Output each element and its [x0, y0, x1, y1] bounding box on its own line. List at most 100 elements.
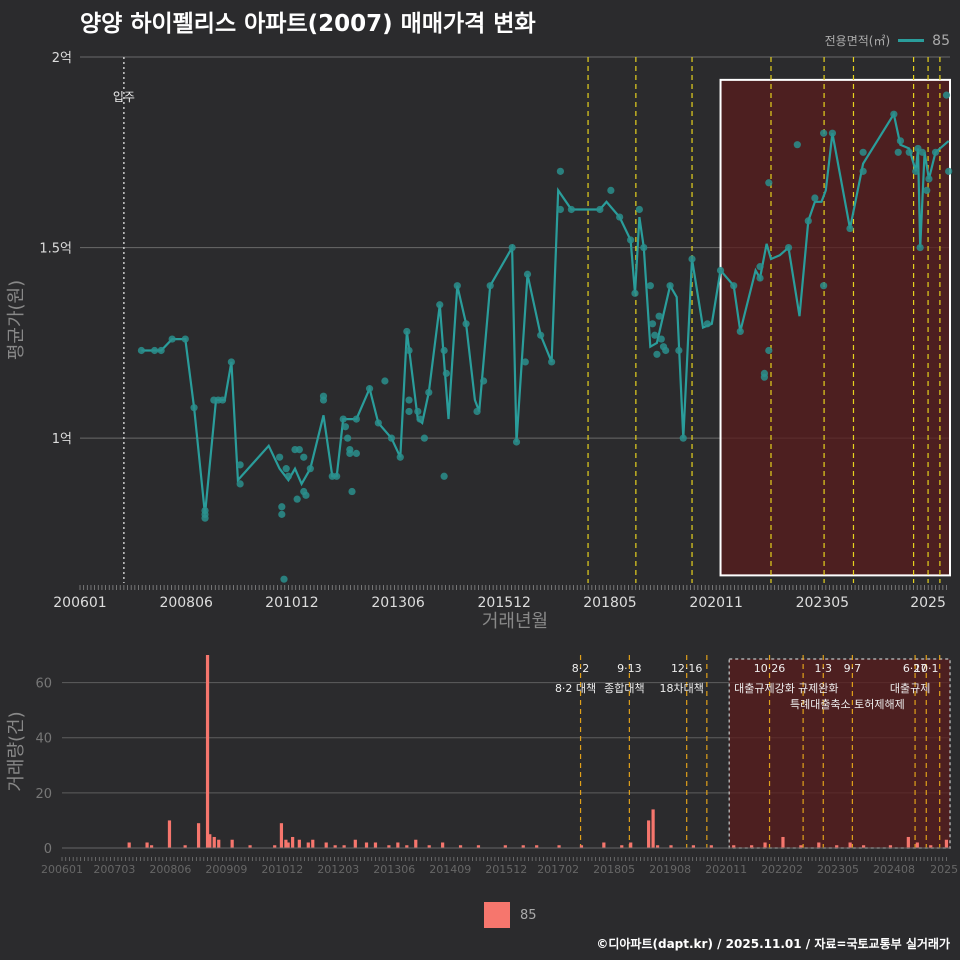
- price-point: [405, 407, 413, 416]
- price-point: [942, 91, 951, 99]
- price-point: [157, 346, 165, 355]
- price-point: [925, 175, 933, 183]
- price-point: [425, 388, 433, 397]
- event-label: 대출규제강화: [734, 682, 795, 695]
- price-point: [765, 346, 773, 355]
- price-point: [931, 148, 940, 156]
- price-point: [760, 373, 769, 381]
- price-point: [859, 167, 867, 175]
- price-point: [756, 274, 764, 282]
- volume-bar: [127, 842, 131, 848]
- volume-legend: 85: [484, 902, 537, 928]
- price-point: [688, 255, 696, 263]
- volume-bar: [212, 836, 216, 848]
- volume-bar: [521, 845, 525, 848]
- volume-x-tick-label: 202202: [761, 863, 803, 876]
- volume-bar: [848, 842, 852, 848]
- price-point: [344, 434, 352, 442]
- price-point: [646, 282, 654, 290]
- legend-series-label: 85: [932, 32, 950, 49]
- price-point: [181, 335, 189, 343]
- price-point: [784, 243, 793, 252]
- volume-x-tick-label: 201306: [373, 863, 415, 876]
- price-point: [276, 453, 284, 461]
- event-label: 대출규제: [890, 682, 930, 695]
- volume-bar: [629, 842, 633, 848]
- volume-bar: [888, 845, 893, 848]
- y-tick-label: 1억: [52, 432, 72, 447]
- volume-x-tick-label: 202011: [705, 863, 747, 876]
- price-point: [339, 415, 347, 423]
- x-tick-label: 2025: [910, 595, 946, 611]
- price-point: [473, 407, 481, 416]
- price-point: [280, 575, 288, 583]
- price-point: [236, 480, 244, 488]
- price-point: [923, 186, 931, 195]
- volume-x-tick-label: 201908: [649, 863, 691, 876]
- price-point: [657, 335, 665, 343]
- volume-x-tick-label: 200806: [149, 863, 191, 876]
- volume-bar: [651, 809, 655, 848]
- price-point: [811, 194, 819, 202]
- price-point: [905, 148, 913, 156]
- event-label: 종합대책: [604, 682, 644, 695]
- price-point: [300, 453, 308, 461]
- volume-bar: [944, 839, 949, 848]
- price-point: [716, 266, 725, 275]
- volume-bar: [799, 845, 803, 848]
- price-point: [302, 491, 310, 499]
- price-point: [912, 167, 920, 175]
- legend-line-swatch: [898, 39, 925, 42]
- price-point: [556, 205, 565, 214]
- y-tick-label: 2억: [52, 51, 72, 66]
- volume-bar: [427, 845, 431, 848]
- price-point: [820, 282, 828, 290]
- volume-bar: [373, 842, 378, 848]
- volume-y-tick-label: 60: [35, 677, 52, 692]
- credit: ©디아파트(dapt.kr) / 2025.11.01 / 자료=국토교통부 실…: [596, 937, 950, 951]
- event-date-label: 1·3: [815, 662, 833, 675]
- volume-bar: [364, 842, 369, 848]
- move-in-label: 입주: [113, 90, 135, 104]
- volume-bar: [915, 842, 919, 848]
- volume-bar: [709, 845, 713, 848]
- volume-bar: [602, 842, 606, 848]
- price-point: [635, 205, 643, 214]
- price-point: [640, 243, 648, 252]
- price-point: [703, 320, 711, 328]
- price-point: [730, 282, 738, 290]
- volume-bar: [691, 845, 696, 848]
- volume-bar: [669, 845, 673, 848]
- price-point: [346, 449, 354, 458]
- price-point: [352, 449, 360, 458]
- volume-bar: [306, 842, 310, 848]
- volume-bar: [333, 845, 337, 848]
- volume-bar: [353, 839, 357, 848]
- volume-bar: [441, 842, 445, 848]
- price-point: [405, 396, 413, 404]
- volume-bar: [405, 845, 409, 848]
- price-point: [918, 148, 926, 156]
- price-point: [218, 396, 227, 404]
- price-point: [440, 472, 448, 480]
- price-point: [651, 331, 659, 339]
- price-point: [916, 243, 924, 252]
- volume-x-tick-label: 201409: [429, 863, 471, 876]
- price-point: [387, 434, 396, 442]
- volume-bar: [311, 839, 315, 848]
- price-point: [341, 423, 350, 431]
- event-label: 규제완화: [798, 682, 838, 695]
- price-point: [236, 461, 244, 469]
- price-point: [890, 110, 898, 118]
- volume-bar: [342, 845, 346, 848]
- volume-bar: [291, 836, 295, 848]
- volume-x-tick-label: 2025: [930, 863, 958, 876]
- event-date-label: 6·27: [903, 662, 928, 675]
- volume-y-tick-label: 40: [35, 732, 52, 747]
- price-point: [306, 465, 314, 473]
- volume-bar: [647, 820, 651, 848]
- x-tick-label: 200601: [53, 595, 106, 611]
- price-point: [405, 346, 413, 355]
- volume-x-tick-label: 201702: [537, 863, 579, 876]
